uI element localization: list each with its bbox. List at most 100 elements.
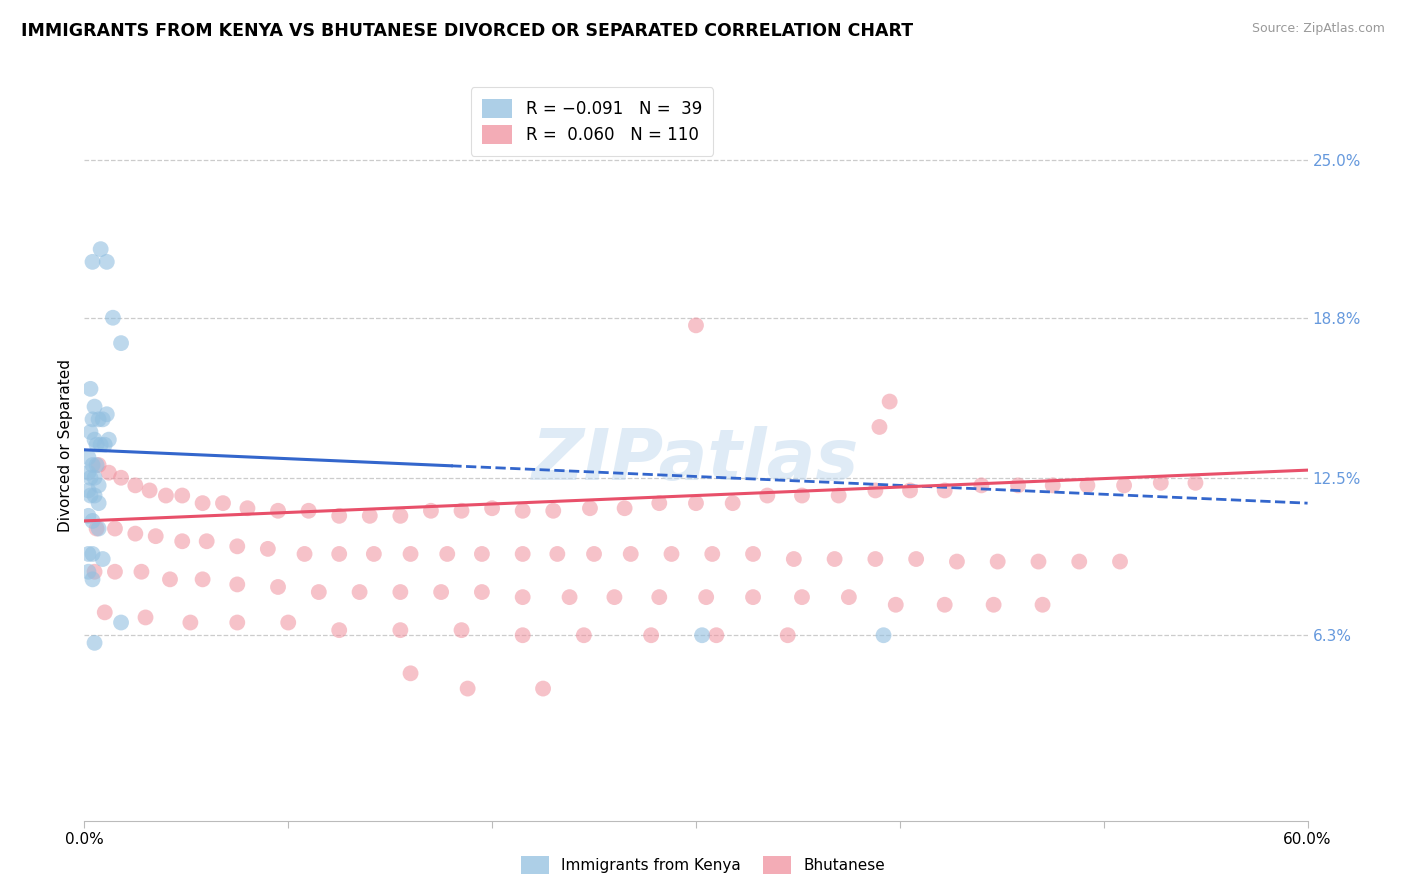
Point <box>531 681 554 696</box>
Text: IMMIGRANTS FROM KENYA VS BHUTANESE DIVORCED OR SEPARATED CORRELATION CHART: IMMIGRANTS FROM KENYA VS BHUTANESE DIVOR… <box>21 22 914 40</box>
Point <box>546 547 568 561</box>
Point <box>685 318 707 333</box>
Point <box>328 547 350 561</box>
Point <box>838 590 860 604</box>
Point <box>430 585 453 599</box>
Point <box>101 310 124 325</box>
Point <box>87 522 110 536</box>
Point <box>212 496 235 510</box>
Point <box>77 565 100 579</box>
Y-axis label: Divorced or Separated: Divorced or Separated <box>58 359 73 533</box>
Point <box>869 420 891 434</box>
Point <box>91 412 114 426</box>
Point <box>756 489 779 503</box>
Point <box>87 412 110 426</box>
Point <box>97 466 120 480</box>
Point <box>1042 478 1064 492</box>
Point <box>87 496 110 510</box>
Point <box>349 585 371 599</box>
Point <box>389 508 412 523</box>
Point <box>104 565 127 579</box>
Point <box>436 547 458 561</box>
Point <box>104 522 127 536</box>
Point <box>79 489 101 503</box>
Point <box>824 552 846 566</box>
Point <box>640 628 662 642</box>
Point <box>776 628 799 642</box>
Point <box>865 552 887 566</box>
Point <box>450 623 472 637</box>
Point <box>277 615 299 630</box>
Point <box>471 585 494 599</box>
Point <box>898 483 921 498</box>
Point <box>481 501 503 516</box>
Point <box>328 508 350 523</box>
Point <box>865 483 887 498</box>
Point <box>457 681 479 696</box>
Point <box>702 547 724 561</box>
Point <box>389 623 412 637</box>
Legend: Immigrants from Kenya, Bhutanese: Immigrants from Kenya, Bhutanese <box>515 850 891 880</box>
Point <box>191 496 214 510</box>
Point <box>328 623 350 637</box>
Text: ZIPatlas: ZIPatlas <box>533 426 859 495</box>
Point <box>159 572 181 586</box>
Point <box>172 534 194 549</box>
Point <box>721 496 744 510</box>
Point <box>420 504 443 518</box>
Point <box>879 394 901 409</box>
Point <box>87 478 110 492</box>
Point <box>124 478 146 492</box>
Point <box>512 628 534 642</box>
Point <box>77 483 100 498</box>
Point <box>905 552 928 566</box>
Point <box>96 407 118 421</box>
Point <box>83 471 105 485</box>
Point <box>450 504 472 518</box>
Point <box>90 242 112 256</box>
Point <box>512 590 534 604</box>
Point <box>226 577 249 591</box>
Point <box>742 547 765 561</box>
Point <box>82 458 104 472</box>
Point <box>583 547 606 561</box>
Point <box>399 666 422 681</box>
Point <box>1007 478 1029 492</box>
Point <box>661 547 683 561</box>
Point <box>946 555 969 569</box>
Point <box>87 458 110 472</box>
Point <box>1076 478 1098 492</box>
Point <box>828 489 851 503</box>
Point <box>603 590 626 604</box>
Text: Source: ZipAtlas.com: Source: ZipAtlas.com <box>1251 22 1385 36</box>
Point <box>970 478 993 492</box>
Point <box>90 438 112 452</box>
Point <box>685 496 707 510</box>
Point <box>77 508 100 523</box>
Point <box>96 255 118 269</box>
Point <box>82 572 104 586</box>
Point <box>83 489 105 503</box>
Point <box>790 590 813 604</box>
Point <box>191 572 214 586</box>
Point <box>543 504 565 518</box>
Point <box>77 466 100 480</box>
Point <box>983 598 1005 612</box>
Point <box>226 539 249 553</box>
Point <box>86 458 108 472</box>
Point <box>131 565 153 579</box>
Point <box>267 580 290 594</box>
Point <box>135 610 157 624</box>
Point <box>138 483 160 498</box>
Point <box>145 529 167 543</box>
Point <box>934 483 956 498</box>
Point <box>512 504 534 518</box>
Point <box>471 547 494 561</box>
Point <box>695 590 717 604</box>
Point <box>690 628 713 642</box>
Point <box>93 438 115 452</box>
Point <box>179 615 201 630</box>
Point <box>77 450 100 465</box>
Point <box>86 522 108 536</box>
Point <box>884 598 907 612</box>
